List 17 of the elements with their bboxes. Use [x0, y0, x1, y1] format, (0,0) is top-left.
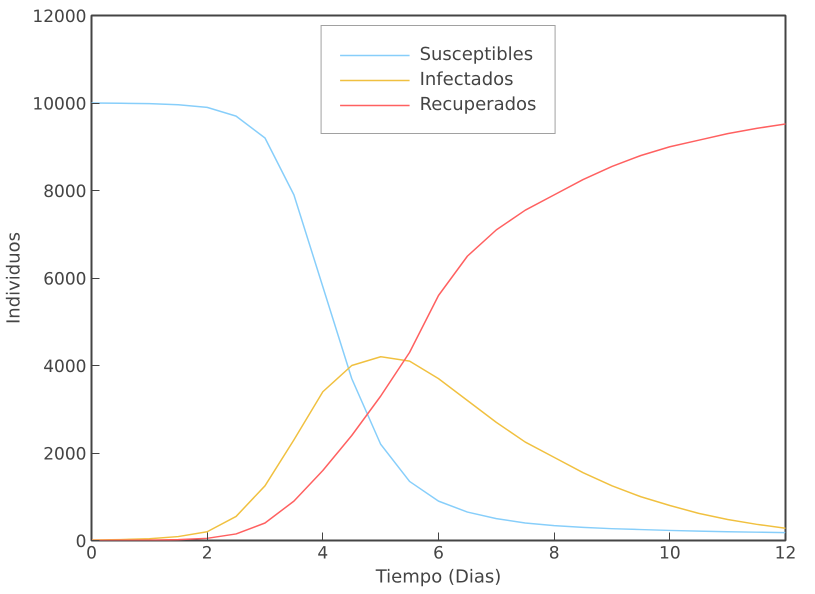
legend-label: Susceptibles	[420, 44, 534, 65]
y-tick-label: 4000	[43, 357, 86, 377]
x-tick-label: 8	[548, 544, 560, 564]
x-tick-label: 4	[317, 544, 328, 564]
y-tick-label: 12000	[32, 7, 87, 27]
y-tick-label: 8000	[43, 182, 86, 202]
x-tick-label: 12	[774, 544, 796, 564]
y-tick-label: 2000	[43, 444, 86, 464]
legend-label: Infectados	[420, 69, 514, 90]
legend-label: Recuperados	[420, 94, 536, 115]
y-axis-title: Individuos	[3, 232, 24, 324]
x-tick-label: 6	[433, 544, 444, 564]
y-tick-label: 6000	[43, 270, 86, 290]
y-tick-label: 10000	[32, 94, 87, 114]
x-tick-label: 10	[659, 544, 681, 564]
x-tick-label: 2	[202, 544, 213, 564]
x-axis-title: Tiempo (Dias)	[374, 566, 502, 588]
